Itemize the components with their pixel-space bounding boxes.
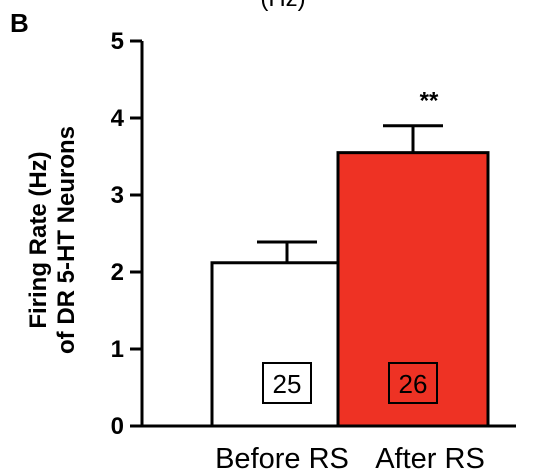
y-tick-label: 3 bbox=[111, 182, 124, 209]
y-tick-label: 0 bbox=[111, 413, 124, 440]
y-tick-label: 1 bbox=[111, 336, 124, 363]
n-label: 26 bbox=[399, 369, 428, 399]
category-label: After RS bbox=[375, 443, 485, 475]
y-axis-label-line1: Firing Rate (Hz) bbox=[25, 151, 52, 328]
bars-group: 25 26 ** bbox=[212, 88, 488, 426]
y-tick-label: 4 bbox=[111, 105, 125, 132]
n-label: 25 bbox=[273, 369, 302, 399]
category-labels: Before RS After RS bbox=[215, 443, 485, 475]
category-label: Before RS bbox=[215, 443, 349, 475]
y-axis-label-group: Firing Rate (Hz) of DR 5-HT Neurons bbox=[25, 126, 80, 354]
y-tick-label: 2 bbox=[111, 259, 124, 286]
y-axis-label-line2: of DR 5-HT Neurons bbox=[53, 126, 80, 354]
cut-off-title: (Hz) bbox=[260, 0, 305, 12]
panel-label: B bbox=[10, 8, 29, 38]
significance-label: ** bbox=[420, 88, 439, 115]
y-tick-label: 5 bbox=[111, 28, 124, 55]
y-axis-ticks: 0 1 2 3 4 5 bbox=[111, 28, 142, 440]
